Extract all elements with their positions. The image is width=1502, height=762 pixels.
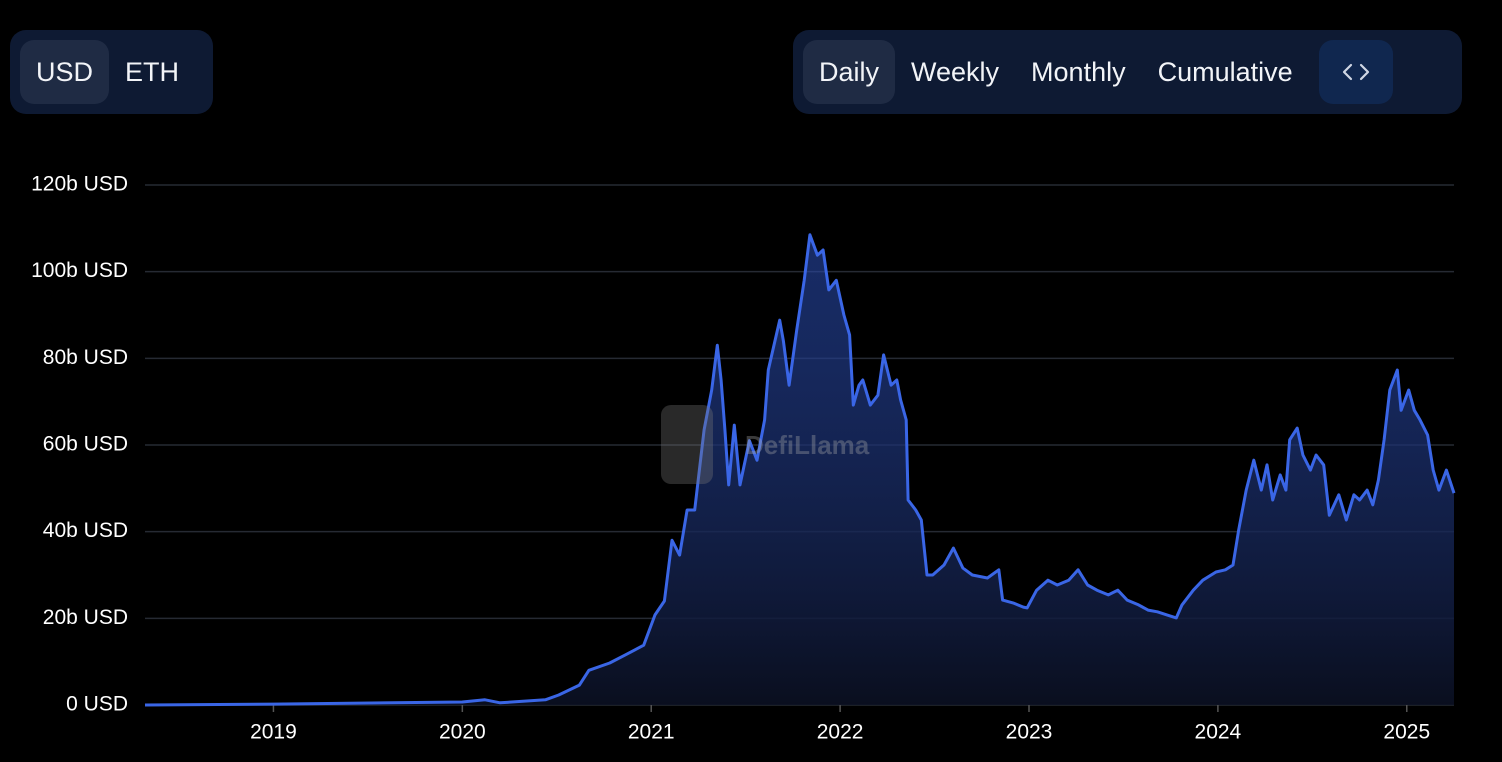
currency-toggle: USD ETH xyxy=(10,30,213,114)
watermark-text: DefiLlama xyxy=(745,430,870,460)
weekly-button[interactable]: Weekly xyxy=(911,56,1000,87)
y-tick-label: 100b USD xyxy=(31,259,128,282)
embed-button[interactable] xyxy=(1318,40,1393,104)
x-tick-label: 2025 xyxy=(1383,721,1430,744)
x-tick-label: 2024 xyxy=(1195,721,1242,744)
x-tick-label: 2022 xyxy=(817,721,864,744)
cumulative-button[interactable]: Cumulative xyxy=(1157,56,1293,87)
y-tick-label: 20b USD xyxy=(43,606,128,629)
daily-button[interactable]: Daily xyxy=(803,40,896,104)
area-fill xyxy=(145,234,1454,706)
eth-button[interactable]: ETH xyxy=(125,56,180,87)
y-tick-label: 0 USD xyxy=(66,693,128,716)
x-tick-label: 2019 xyxy=(250,721,297,744)
x-tick-label: 2020 xyxy=(439,721,486,744)
y-tick-label: 60b USD xyxy=(43,433,128,456)
y-tick-label: 120b USD xyxy=(31,173,128,196)
watermark: DefiLlama xyxy=(661,405,870,484)
code-icon xyxy=(1342,63,1369,81)
usd-button[interactable]: USD xyxy=(20,40,110,104)
y-tick-label: 80b USD xyxy=(43,346,128,369)
y-tick-label: 40b USD xyxy=(43,519,128,542)
x-tick-label: 2023 xyxy=(1006,721,1053,744)
period-toggle: Daily Weekly Monthly Cumulative xyxy=(793,30,1462,114)
x-tick-label: 2021 xyxy=(628,721,675,744)
line xyxy=(144,233,1456,707)
monthly-button[interactable]: Monthly xyxy=(1031,56,1126,87)
